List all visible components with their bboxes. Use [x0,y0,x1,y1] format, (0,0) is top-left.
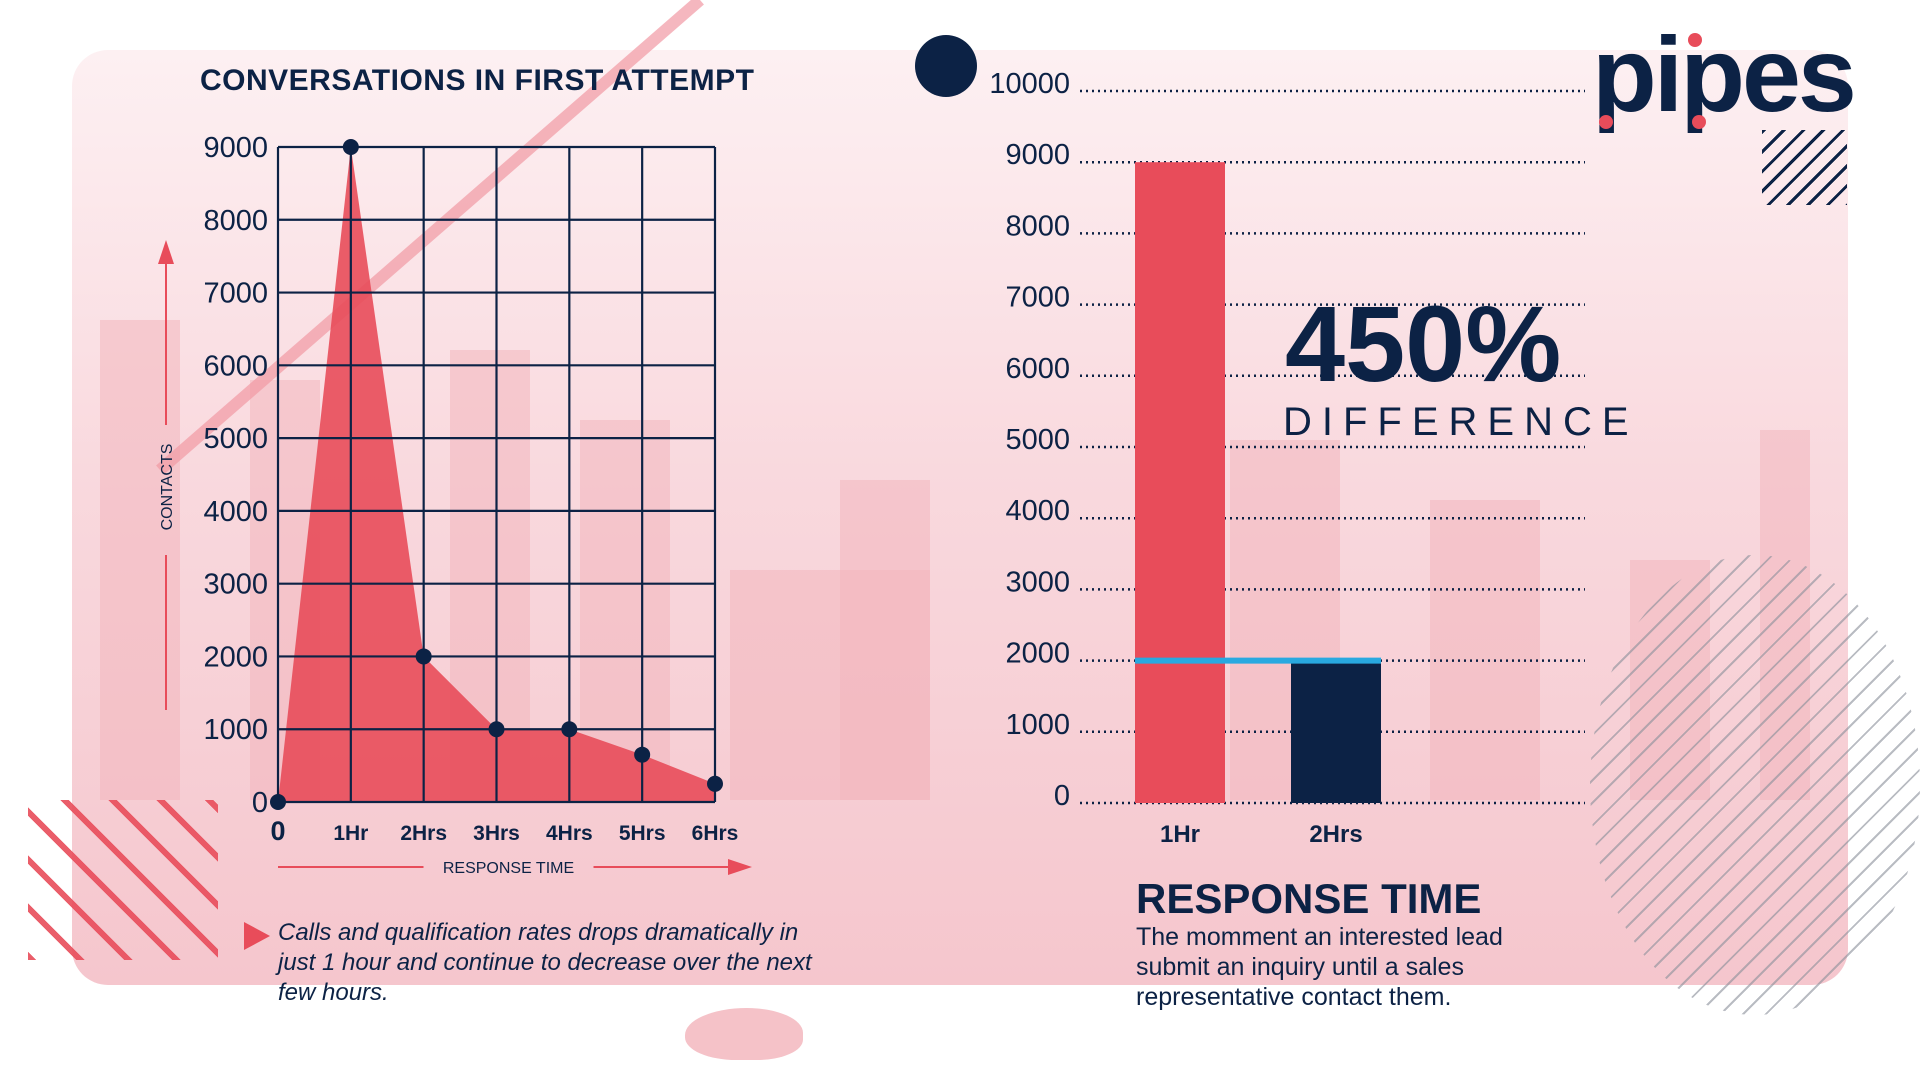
difference-label: DIFFERENCE [1283,400,1639,444]
logo-accent-dot [1599,115,1613,129]
x-category-label: 5Hrs [619,822,666,845]
response-time-title: RESPONSE TIME [1136,875,1482,922]
percent-difference-value: 450% [1285,283,1562,404]
decorative-red-stripes [28,800,218,960]
logo-accent-dot [1692,115,1706,129]
decorative-pink-blob [685,1008,803,1060]
y-tick-label: 8000 [1005,210,1070,242]
x-category-label: 6Hrs [692,822,739,845]
y-tick-label: 9000 [203,132,268,164]
x-axis-arrowhead [728,859,752,875]
skyline-building [1430,500,1540,800]
y-tick-label: 7000 [1005,282,1070,314]
data-point [342,139,359,155]
x-category-label: 0 [270,816,285,846]
y-axis-arrowhead [158,240,174,264]
y-tick-label: 9000 [1005,139,1070,171]
y-tick-label: 1000 [1005,709,1070,741]
y-tick-label: 6000 [1005,353,1070,385]
x-category-label: 1Hr [333,822,368,845]
left-chart-title: CONVERSATIONS IN FIRST ATTEMPT [200,64,755,97]
y-tick-label: 5000 [1005,424,1070,456]
bar [1135,162,1225,803]
decorative-hatch-circle [1590,555,1920,1015]
y-tick-label: 3000 [203,569,268,601]
y-tick-label: 1000 [203,714,268,746]
data-point [561,721,578,738]
y-tick-label: 0 [252,787,268,819]
x-category-label: 2Hrs [400,822,447,845]
logo-accent-dot [1688,33,1702,47]
y-tick-label: 4000 [1005,495,1070,527]
y-tick-label: 4000 [203,496,268,528]
x-category-label: 1Hr [1160,821,1200,848]
left-chart-caption: Calls and qualification rates drops dram… [278,919,812,1006]
y-tick-label: 8000 [203,205,268,237]
decorative-navy-dot [915,35,977,97]
y-tick-label: 0 [1054,780,1070,812]
data-point [634,746,651,763]
decorative-diagonal-line [156,0,704,475]
y-tick-label: 7000 [203,278,268,310]
x-category-label: 2Hrs [1309,821,1362,848]
y-tick-label: 5000 [203,423,268,455]
response-time-description: The momment an interested lead submit an… [1136,923,1503,1011]
y-tick-label: 6000 [203,350,268,382]
x-axis-label: RESPONSE TIME [443,860,574,877]
data-point [488,721,505,738]
x-category-label: 3Hrs [473,822,520,845]
y-tick-label: 2000 [203,641,268,673]
skyline-building [580,420,670,800]
data-point [707,775,723,792]
area-fill [278,147,715,802]
data-point [415,648,432,665]
data-point [270,794,286,810]
bar [1291,660,1381,803]
y-tick-label: 2000 [1005,638,1070,670]
y-axis-label: CONTACTS [159,444,176,531]
caption-arrow-icon [244,922,270,950]
pipes-logo: pipes [1592,16,1857,134]
y-tick-label: 10000 [989,68,1070,100]
x-category-label: 4Hrs [546,822,593,845]
skyline-building [840,480,930,800]
decorative-navy-stripes [1762,130,1847,205]
y-tick-label: 3000 [1005,566,1070,598]
